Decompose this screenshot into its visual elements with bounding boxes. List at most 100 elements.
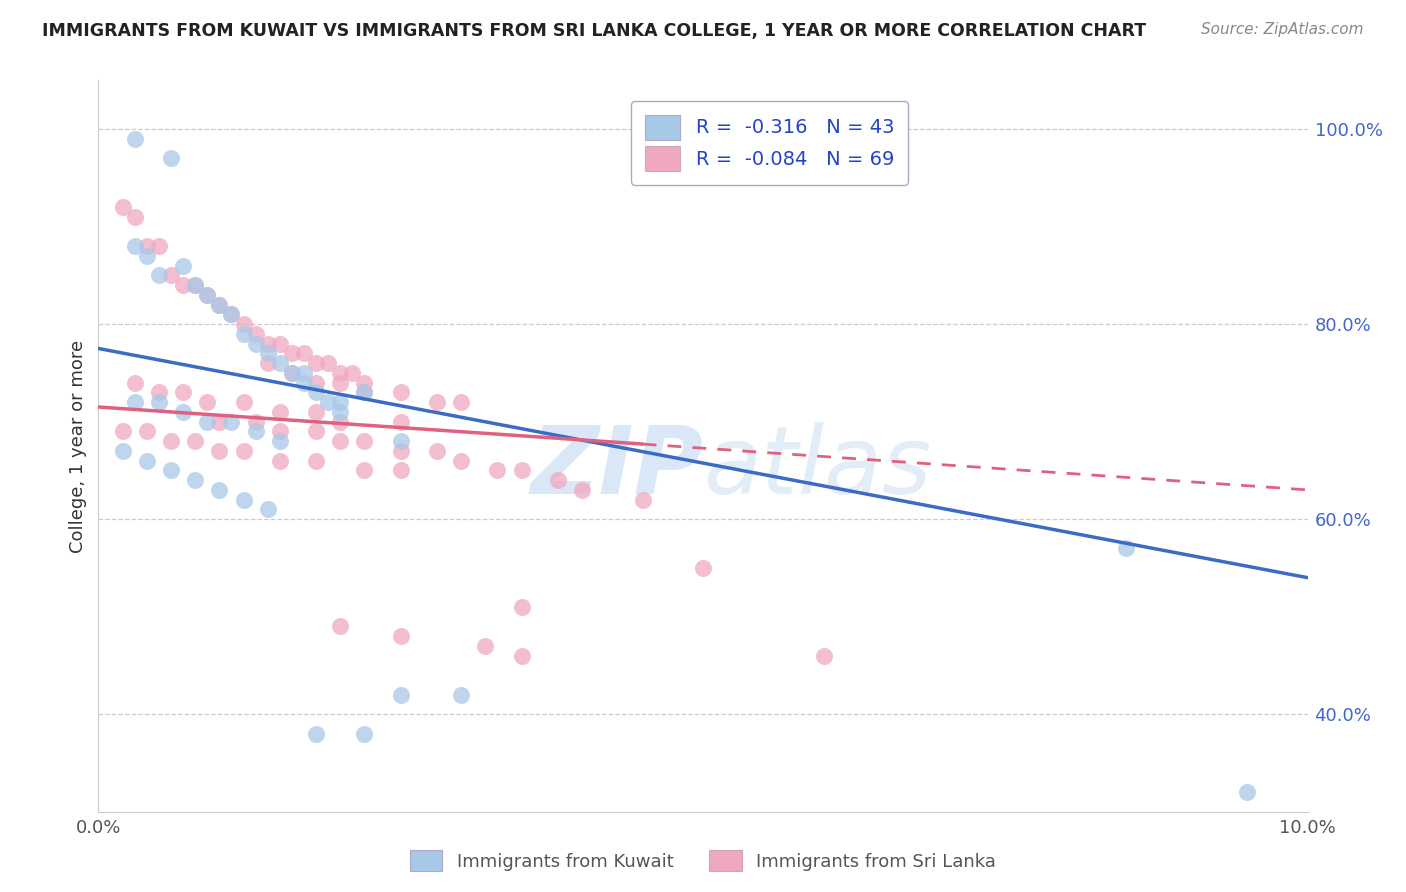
Point [160,268,183,283]
Point [256,356,278,370]
Legend: Immigrants from Kuwait, Immigrants from Sri Lanka: Immigrants from Kuwait, Immigrants from … [402,843,1004,879]
Point [281,366,304,380]
Text: ZIP: ZIP [530,422,703,514]
Point [160,434,183,449]
Point [813,648,835,663]
Point [547,473,569,487]
Point [172,405,194,419]
Point [316,356,339,370]
Point [329,434,352,449]
Point [353,376,375,390]
Point [389,434,412,449]
Point [172,278,194,293]
Point [389,443,412,458]
Point [353,385,375,400]
Point [208,415,231,429]
Point [232,326,254,341]
Point [389,629,412,643]
Point [160,463,183,477]
Point [305,385,328,400]
Point [389,385,412,400]
Point [269,425,291,439]
Point [1236,785,1258,799]
Point [269,405,291,419]
Text: Source: ZipAtlas.com: Source: ZipAtlas.com [1201,22,1364,37]
Point [232,317,254,331]
Point [256,346,278,360]
Point [135,425,157,439]
Point [692,561,714,575]
Point [135,249,157,263]
Point [148,395,170,409]
Point [184,473,207,487]
Point [353,434,375,449]
Point [305,453,328,467]
Point [124,210,146,224]
Point [148,268,170,283]
Point [426,443,449,458]
Point [195,288,218,302]
Point [281,366,304,380]
Point [389,415,412,429]
Point [571,483,593,497]
Point [305,356,328,370]
Point [389,463,412,477]
Point [256,336,278,351]
Point [305,727,328,741]
Point [245,326,267,341]
Y-axis label: College, 1 year or more: College, 1 year or more [69,340,87,552]
Point [305,405,328,419]
Point [124,132,146,146]
Point [269,336,291,351]
Point [474,639,496,653]
Point [329,619,352,633]
Point [269,434,291,449]
Point [232,443,254,458]
Point [450,453,472,467]
Legend: R =  -0.316   N = 43, R =  -0.084   N = 69: R = -0.316 N = 43, R = -0.084 N = 69 [631,101,908,185]
Point [510,463,533,477]
Point [208,297,231,311]
Text: atlas: atlas [703,423,931,514]
Point [353,727,375,741]
Point [329,395,352,409]
Point [232,492,254,507]
Point [353,463,375,477]
Point [510,599,533,614]
Point [124,376,146,390]
Point [305,376,328,390]
Point [232,395,254,409]
Point [292,366,315,380]
Point [450,688,472,702]
Point [111,443,134,458]
Point [184,278,207,293]
Point [269,356,291,370]
Point [292,346,315,360]
Point [148,385,170,400]
Point [631,492,654,507]
Point [208,443,231,458]
Point [426,395,449,409]
Point [148,239,170,253]
Point [135,239,157,253]
Point [269,453,291,467]
Point [184,278,207,293]
Point [195,288,218,302]
Point [160,151,183,165]
Point [256,502,278,516]
Point [389,688,412,702]
Point [245,425,267,439]
Point [195,395,218,409]
Point [124,239,146,253]
Point [172,385,194,400]
Point [329,405,352,419]
Point [195,415,218,429]
Point [342,366,364,380]
Point [221,415,243,429]
Point [124,395,146,409]
Point [184,434,207,449]
Point [292,376,315,390]
Point [221,307,243,321]
Point [329,376,352,390]
Point [281,346,304,360]
